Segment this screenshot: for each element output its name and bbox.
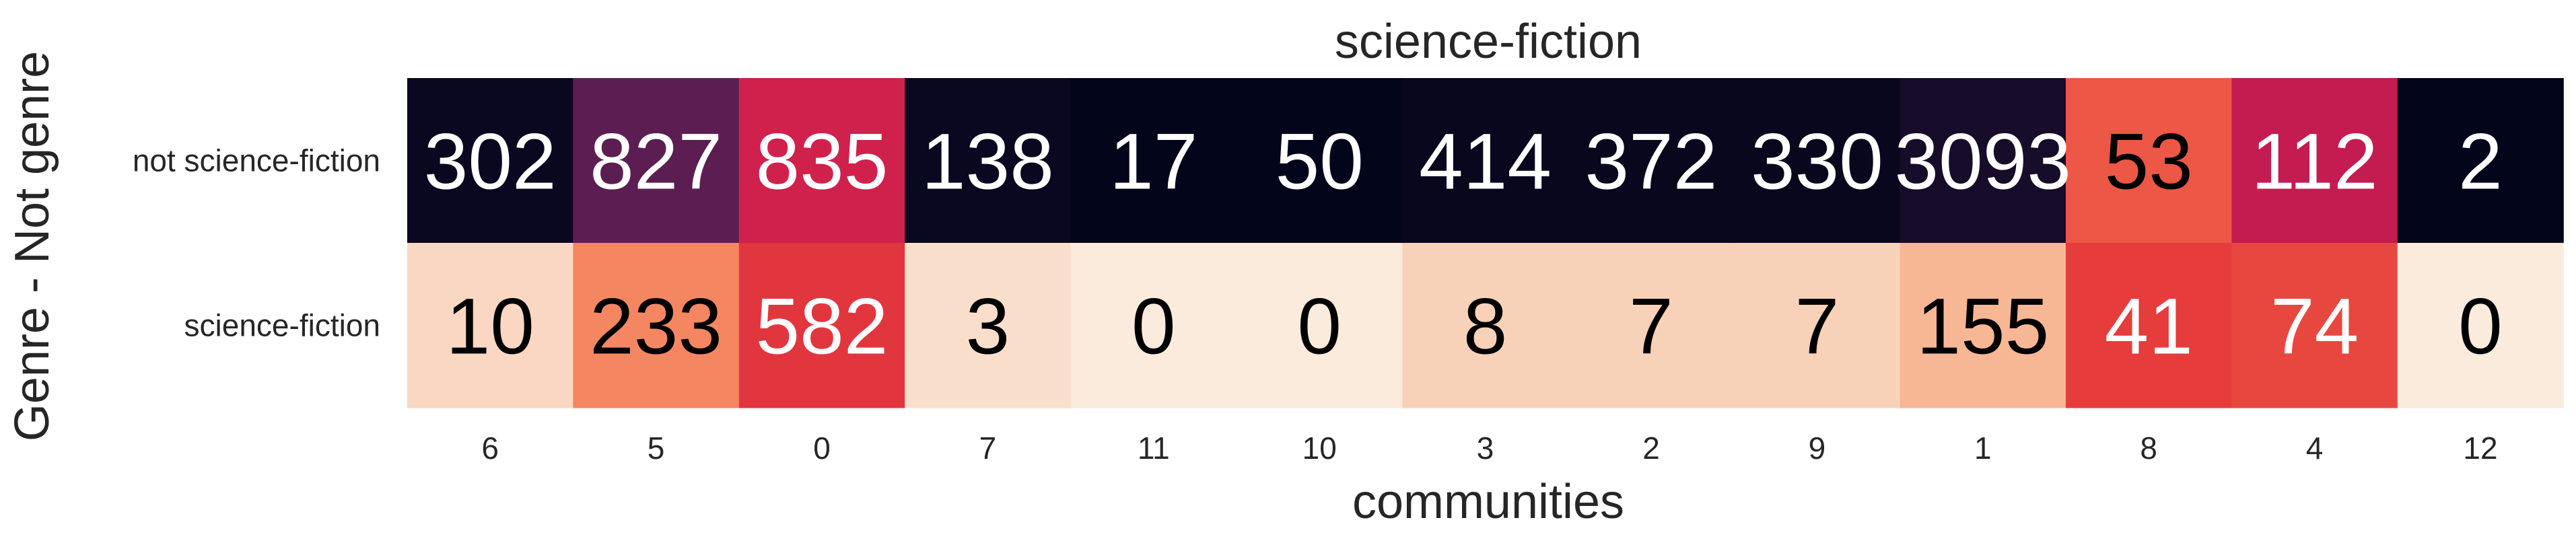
heatmap-cell — [1900, 78, 2066, 244]
heatmap-cell-value: 3093 — [1895, 118, 2072, 207]
heatmap-cell-value: 0 — [1297, 283, 1342, 371]
heatmap-cell-value: 7 — [1795, 283, 1840, 371]
x-tick-label: 0 — [813, 431, 831, 466]
y-tick-label: science-fiction — [184, 308, 380, 343]
x-tick-label: 3 — [1477, 431, 1494, 466]
heatmap-cell-value: 8 — [1463, 283, 1508, 371]
heatmap-cell-value: 74 — [2270, 283, 2359, 371]
x-tick-label: 11 — [1138, 431, 1170, 466]
heatmap-cell — [2066, 243, 2232, 408]
heatmap-cell-value: 112 — [2252, 118, 2378, 207]
heatmap-cell-value: 302 — [424, 118, 557, 207]
heatmap-cell — [1070, 243, 1237, 408]
x-axis-label: communities — [1352, 475, 1624, 529]
heatmap-cell — [2066, 78, 2232, 244]
heatmap-cell — [407, 243, 573, 408]
heatmap-cell-value: 835 — [756, 118, 889, 207]
heatmap-cell-value: 10 — [446, 283, 534, 371]
heatmap-cell — [905, 243, 1072, 408]
heatmap-cell — [407, 78, 573, 244]
x-tick-label: 9 — [1809, 431, 1826, 466]
heatmap-cell-value: 330 — [1751, 118, 1883, 207]
y-tick-labels: not science-fiction science-fiction — [133, 143, 380, 343]
x-tick-label: 2 — [1642, 431, 1660, 466]
heatmap-cell-value: 3 — [966, 283, 1010, 371]
x-tick-label: 5 — [648, 431, 665, 466]
heatmap-cell — [1734, 78, 1901, 244]
heatmap-cell-value: 0 — [1132, 283, 1176, 371]
x-tick-label: 6 — [481, 431, 499, 466]
heatmap-cell — [1900, 243, 2066, 408]
x-tick-label: 12 — [2463, 431, 2497, 466]
heatmap-cell — [2397, 243, 2564, 408]
heatmap-cell-value: 53 — [2105, 118, 2193, 207]
heatmap-cell-value: 138 — [921, 118, 1054, 207]
heatmap-cell — [1237, 78, 1403, 244]
heatmap-cell — [1070, 78, 1237, 244]
heatmap-cell — [1734, 243, 1901, 408]
heatmap-cell — [905, 78, 1072, 244]
x-tick-label: 4 — [2306, 431, 2324, 466]
heatmap-cell-value: 155 — [1916, 283, 2049, 371]
heatmap-cell-value: 41 — [2105, 283, 2193, 371]
heatmap-cell-value: 50 — [1276, 118, 1364, 207]
heatmap-cells — [407, 78, 2564, 408]
heatmap-cell — [2231, 78, 2398, 244]
heatmap-cell-value: 0 — [2458, 283, 2503, 371]
heatmap-cell-labels: 302 827 835 138 17 50 414 372 330 3093 53 112 2 10 233… — [424, 118, 2503, 371]
heatmap-cell — [2231, 243, 2398, 408]
x-tick-label: 10 — [1302, 431, 1337, 466]
heatmap-cell — [1237, 243, 1403, 408]
heatmap-cell — [738, 243, 905, 408]
heatmap-cell — [573, 78, 740, 244]
heatmap-cell — [2397, 78, 2564, 244]
x-tick-label: 8 — [2140, 431, 2157, 466]
y-tick-label: not science-fiction — [133, 143, 380, 178]
x-tick-labels: 6 5 0 7 11 10 3 2 9 1 8 4 12 — [481, 431, 2497, 466]
x-tick-label: 7 — [979, 431, 997, 466]
heatmap-cell — [1568, 78, 1735, 244]
x-tick-label: 1 — [1974, 431, 1992, 466]
chart-title: science-fiction — [1335, 15, 1642, 69]
heatmap-cell-value: 233 — [590, 283, 722, 371]
y-axis-label: Genre - Not genre — [5, 51, 59, 441]
heatmap-cell-value: 372 — [1585, 118, 1718, 207]
heatmap-cell — [1402, 243, 1569, 408]
heatmap-cell-value: 2 — [2458, 118, 2503, 207]
heatmap-cell-value: 7 — [1629, 283, 1673, 371]
heatmap-cell — [1568, 243, 1735, 408]
heatmap-cell — [1402, 78, 1569, 244]
heatmap-cell — [738, 78, 905, 244]
heatmap-cell-value: 17 — [1109, 118, 1197, 207]
heatmap-cell-value: 582 — [756, 283, 889, 371]
heatmap-cell-value: 827 — [590, 118, 722, 207]
heatmap-cell — [573, 243, 740, 408]
heatmap-cell-value: 414 — [1419, 118, 1552, 207]
